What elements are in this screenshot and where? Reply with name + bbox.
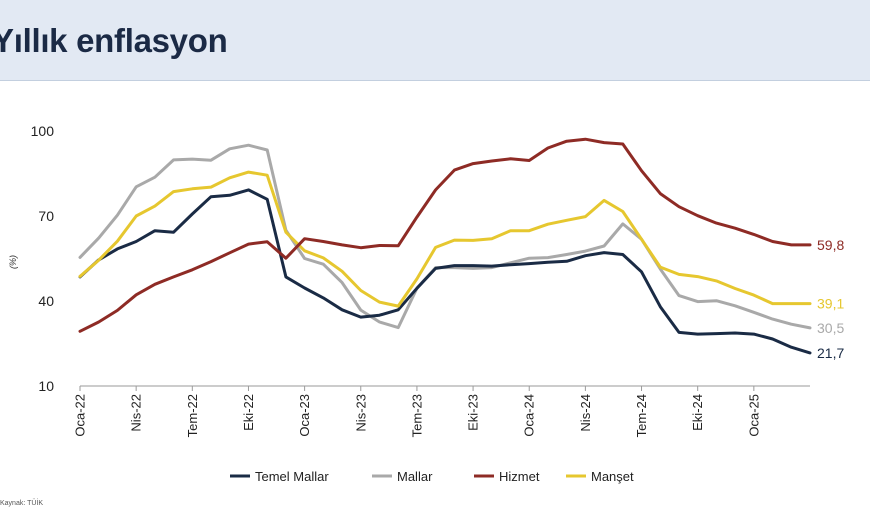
legend-label: Mallar: [397, 469, 433, 484]
y-tick-label-10: 10: [38, 378, 54, 394]
y-tick-label-40: 40: [38, 293, 54, 309]
y-tick-label-100: 100: [31, 123, 55, 139]
x-axis: Oca-22 Nis-22 Tem-22 Eki-22 Oca-23 Nis-23 Tem-…: [73, 386, 761, 437]
x-tick-label: Tem-22: [185, 394, 200, 437]
source-note: Kaynak: TÜİK: [0, 500, 44, 507]
x-tick-label: Eki-24: [690, 394, 705, 431]
x-tick-label: Oca-24: [522, 394, 537, 437]
header-banner: Yıllık enflasyon: [0, 0, 870, 81]
legend-label: Hizmet: [499, 469, 540, 484]
y-tick-label-70: 70: [38, 208, 54, 224]
legend-label: Temel Mallar: [255, 469, 329, 484]
x-tick-label: Oca-25: [746, 394, 761, 437]
x-tick-label: Oca-23: [297, 394, 312, 437]
x-tick-label: Oca-22: [73, 394, 88, 437]
page-title: Yıllık enflasyon: [0, 22, 228, 59]
end-label-hizmet: 59,8: [817, 237, 844, 253]
series-line-mallar: [78, 143, 812, 330]
x-tick-label: Nis-24: [578, 394, 593, 432]
x-tick-label: Tem-24: [634, 394, 649, 437]
legend: Temel Mallar Mallar Hizmet Manşet: [230, 469, 634, 484]
y-axis-label: (%): [8, 255, 18, 269]
x-tick-label: Nis-23: [353, 394, 368, 432]
x-tick-label: Nis-22: [129, 394, 144, 432]
x-tick-label: Eki-23: [466, 394, 481, 431]
series-line-manşet: [78, 170, 812, 308]
end-labels: 21,7 30,5 59,8 39,1: [817, 237, 844, 361]
series-lines: [78, 137, 812, 355]
x-tick-label: Tem-23: [409, 394, 424, 437]
x-tick-label: Eki-22: [241, 394, 256, 431]
y-axis: 10 40 70 100: [31, 123, 55, 394]
end-label-temel-mallar: 21,7: [817, 345, 844, 361]
series-line-temel-mallar: [78, 188, 812, 355]
end-label-mallar: 30,5: [817, 320, 844, 336]
series-line-hizmet: [78, 137, 812, 333]
legend-label: Manşet: [591, 469, 634, 484]
end-label-manşet: 39,1: [817, 296, 844, 312]
